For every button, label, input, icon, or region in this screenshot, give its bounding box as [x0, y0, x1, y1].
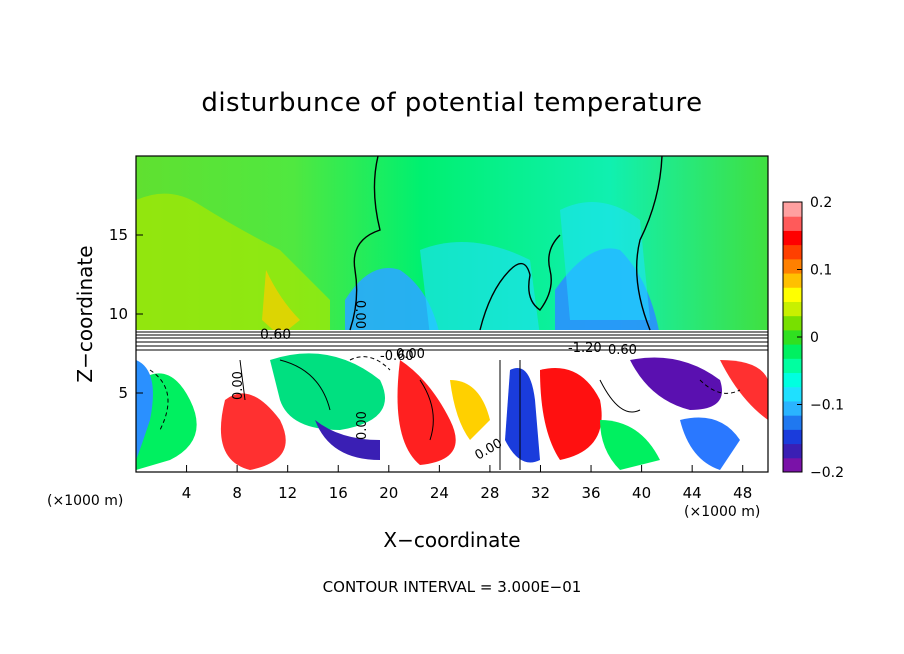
colorbar-swatch — [783, 230, 802, 246]
x-tick-label: 16 — [329, 484, 348, 502]
y-axis-ticks: 5 10 15 — [109, 226, 143, 402]
eddy-blue-2 — [315, 420, 380, 460]
eddy-green-3 — [600, 420, 660, 470]
inversion-contours — [136, 331, 768, 351]
x-tick-label: 44 — [683, 484, 702, 502]
colorbar-swatch — [783, 443, 802, 459]
colorbar-swatch — [783, 429, 802, 445]
x-tick-label: 4 — [182, 484, 192, 502]
blue-plume-left — [345, 268, 440, 336]
x-axis-ticks: 4 8 12 16 20 24 28 32 36 40 44 48 — [182, 465, 752, 502]
colorbar-tick-label: −0.1 — [810, 398, 844, 414]
colorbar-swatch — [783, 216, 802, 231]
y-tick-label: 5 — [118, 384, 128, 402]
contour-line-4 — [239, 359, 641, 470]
eddy-red-2 — [397, 360, 456, 465]
x-unit-label: (×1000 m) — [684, 504, 760, 520]
contour-interval-note: CONTOUR INTERVAL = 3.000E−01 — [323, 578, 582, 596]
colorbar-swatch — [783, 202, 802, 217]
x-tick-label: 20 — [379, 484, 398, 502]
colorbar-swatch — [783, 344, 802, 359]
eddy-blue-1 — [136, 360, 153, 460]
cyan-plume-center — [420, 242, 540, 336]
x-tick-label: 48 — [733, 484, 752, 502]
colorbar-ticks: 0.2 0.1 0 −0.1 −0.2 — [797, 195, 844, 481]
eddy-blue-3 — [505, 368, 540, 463]
colorbar-swatch — [783, 315, 802, 331]
x-axis-label: X−coordinate — [383, 528, 520, 552]
x-tick-label: 36 — [581, 484, 600, 502]
eddy-red-3 — [540, 368, 602, 460]
y-tick-label: 10 — [109, 305, 128, 323]
x-tick-label: 28 — [480, 484, 499, 502]
contour-label: 0.60 — [608, 343, 637, 358]
colorbar-swatch — [783, 358, 802, 374]
eddy-blue-4 — [680, 417, 740, 470]
contour-label: -0.60 — [380, 349, 414, 364]
x-tick-label: 8 — [232, 484, 242, 502]
plot-area — [136, 156, 768, 472]
contour-label: 0.00 — [355, 411, 370, 440]
colorbar-swatch — [783, 415, 802, 430]
x-tick-label: 40 — [632, 484, 651, 502]
colorbar-tick-label: −0.2 — [810, 465, 844, 481]
eddy-yellow-2 — [450, 380, 490, 440]
colorbar-swatch — [783, 258, 802, 274]
cyan-plume-right — [560, 202, 650, 320]
contour-label-layer: 0.00 0.60 0.00 -0.60 -1.20 0.60 0.00 0.0… — [231, 300, 637, 463]
x-tick-label: 24 — [430, 484, 449, 502]
contour-line-2 — [479, 234, 561, 331]
colorbar-swatch — [783, 400, 802, 416]
colorbar-swatch — [783, 301, 802, 317]
y-axis-label: Z−coordinate — [73, 245, 97, 382]
x-tick-label: 32 — [531, 484, 550, 502]
chart-title: disturbunce of potential temperature — [201, 88, 702, 118]
contour-label: 0.00 — [352, 300, 367, 329]
eddy-purple-4 — [630, 357, 722, 410]
colorbar-swatch — [783, 329, 802, 345]
eddy-red-1 — [220, 393, 286, 470]
colorbar-tick-label: 0 — [810, 330, 819, 346]
contour-label: 0.60 — [260, 327, 291, 343]
colorbar-swatch — [783, 457, 802, 473]
colorbar-swatch — [783, 372, 802, 388]
contour-label: 0.00 — [231, 371, 246, 400]
colorbar-swatch — [783, 386, 802, 402]
inversion-band — [136, 330, 768, 352]
colorbar-tick-label: 0.2 — [810, 195, 832, 211]
eddy-green-2 — [270, 353, 385, 430]
y-unit-label: (×1000 m) — [47, 493, 123, 509]
contour-line-1 — [349, 156, 381, 331]
colorbar-swatch — [783, 244, 802, 260]
contour-line-5 — [149, 356, 741, 431]
y-tick-label: 15 — [109, 226, 128, 244]
orange-patch — [262, 270, 300, 336]
colorbar-tick-label: 0.1 — [810, 263, 832, 279]
eddy-red-4 — [720, 360, 768, 420]
x-tick-label: 12 — [278, 484, 297, 502]
contour-line-3 — [636, 156, 663, 331]
contour-label: -1.20 — [568, 341, 602, 356]
contour-label: 0.00 — [396, 347, 425, 362]
colorbar-swatch — [783, 287, 802, 302]
colorbar-swatch — [783, 273, 802, 288]
